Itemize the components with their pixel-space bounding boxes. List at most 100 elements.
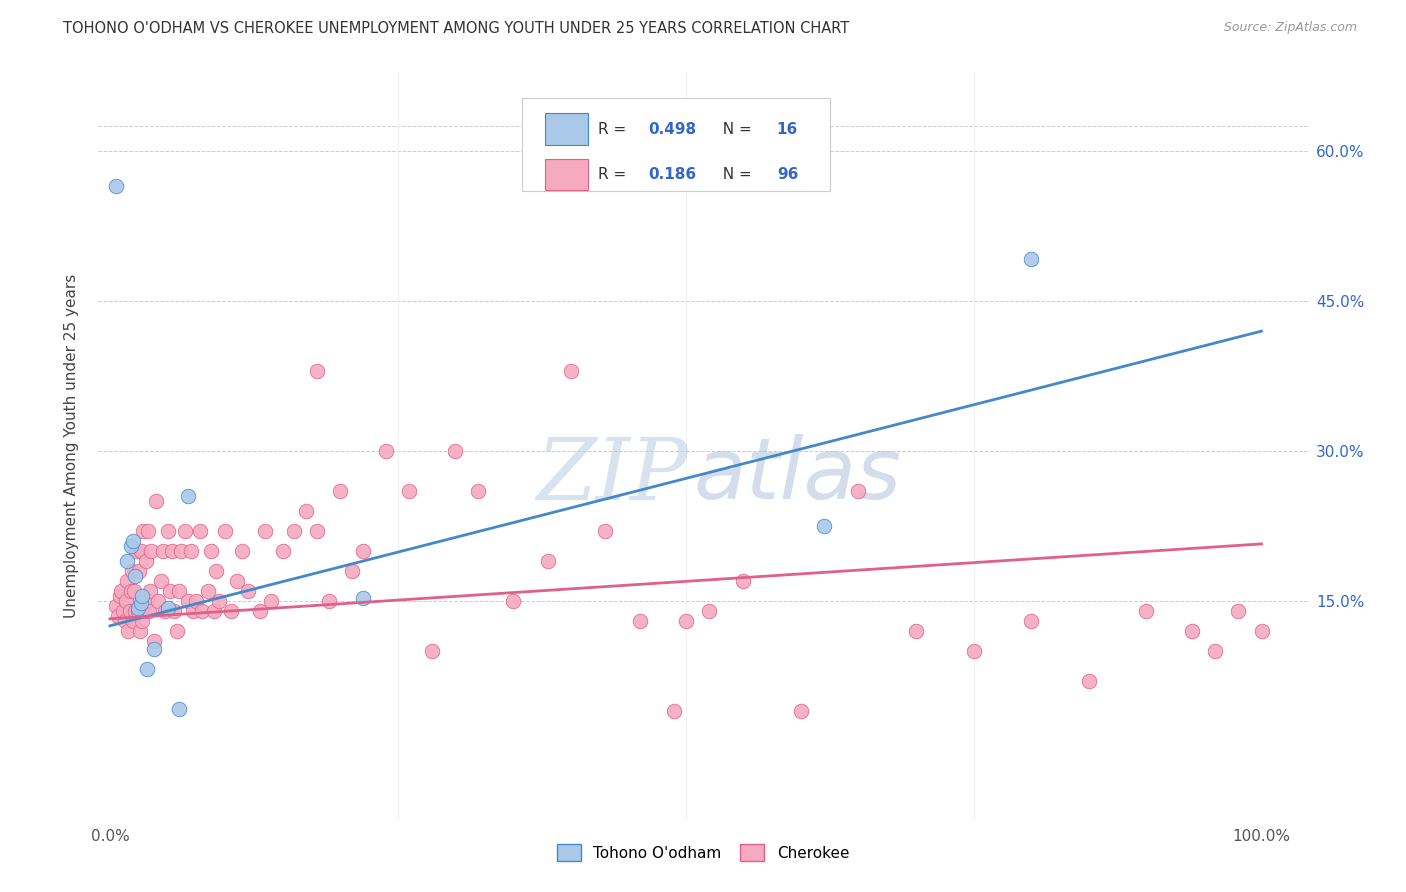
Text: N =: N =	[713, 168, 756, 182]
Text: 16: 16	[776, 121, 799, 136]
Point	[142, 633, 165, 648]
Point	[186, 594, 208, 608]
Point	[167, 702, 190, 716]
FancyBboxPatch shape	[544, 159, 588, 191]
Point	[132, 524, 155, 538]
Point	[115, 574, 138, 588]
Text: R =: R =	[598, 168, 631, 182]
Point	[536, 554, 558, 568]
Point	[138, 604, 160, 618]
Point	[260, 594, 283, 608]
Point	[294, 504, 316, 518]
Point	[120, 583, 142, 598]
Point	[271, 544, 294, 558]
Point	[283, 524, 305, 538]
Point	[145, 494, 167, 508]
Point	[124, 569, 146, 583]
Point	[191, 604, 214, 618]
Point	[340, 564, 363, 578]
Point	[697, 604, 720, 618]
Point	[197, 583, 219, 598]
Text: 96: 96	[776, 168, 799, 182]
Point	[110, 589, 132, 603]
Point	[202, 604, 225, 618]
Text: Source: ZipAtlas.com: Source: ZipAtlas.com	[1223, 21, 1357, 35]
Point	[352, 591, 374, 605]
Point	[733, 574, 755, 588]
Point	[136, 524, 159, 538]
Point	[790, 704, 813, 718]
Point	[131, 614, 153, 628]
Point	[135, 554, 157, 568]
Text: N =: N =	[713, 121, 756, 136]
Point	[122, 533, 145, 548]
Point	[214, 524, 236, 538]
Point	[122, 614, 145, 628]
Point	[131, 589, 153, 603]
Point	[124, 604, 146, 618]
Point	[152, 544, 174, 558]
Point	[129, 544, 152, 558]
Legend: Tohono O'odham, Cherokee: Tohono O'odham, Cherokee	[551, 838, 855, 867]
Point	[149, 574, 172, 588]
Point	[104, 599, 127, 613]
Point	[225, 574, 247, 588]
Text: 0.498: 0.498	[648, 121, 697, 136]
Point	[422, 644, 444, 658]
Point	[121, 564, 143, 578]
Point	[110, 583, 132, 598]
Point	[125, 544, 148, 558]
Point	[180, 544, 202, 558]
Point	[160, 544, 183, 558]
Point	[181, 604, 204, 618]
Point	[962, 644, 984, 658]
Text: TOHONO O'ODHAM VS CHEROKEE UNEMPLOYMENT AMONG YOUTH UNDER 25 YEARS CORRELATION C: TOHONO O'ODHAM VS CHEROKEE UNEMPLOYMENT …	[63, 21, 849, 37]
Point	[444, 444, 467, 458]
Point	[104, 179, 127, 194]
Point	[120, 539, 142, 553]
Point	[156, 524, 179, 538]
Point	[111, 604, 134, 618]
Point	[128, 624, 150, 638]
Point	[318, 594, 340, 608]
Point	[375, 444, 398, 458]
Point	[129, 596, 152, 610]
Text: ZIP: ZIP	[537, 434, 689, 517]
Point	[905, 624, 928, 638]
Point	[114, 614, 136, 628]
Point	[675, 614, 697, 628]
Point	[1181, 624, 1204, 638]
Point	[148, 594, 170, 608]
Point	[139, 583, 162, 598]
Point	[115, 554, 138, 568]
Point	[134, 604, 156, 618]
Y-axis label: Unemployment Among Youth under 25 years: Unemployment Among Youth under 25 years	[65, 274, 79, 618]
Point	[163, 604, 186, 618]
Point	[167, 583, 190, 598]
Point	[177, 489, 200, 503]
Point	[352, 544, 374, 558]
Point	[208, 594, 231, 608]
Point	[231, 544, 253, 558]
Text: atlas: atlas	[693, 434, 901, 517]
Point	[307, 524, 329, 538]
Point	[156, 600, 179, 615]
Point	[1077, 673, 1099, 688]
Point	[307, 364, 329, 378]
Point	[848, 483, 870, 498]
Point	[628, 614, 651, 628]
Point	[177, 594, 200, 608]
Point	[128, 564, 150, 578]
Point	[205, 564, 228, 578]
Point	[141, 544, 163, 558]
Point	[329, 483, 352, 498]
Point	[398, 483, 420, 498]
Point	[159, 583, 181, 598]
Point	[115, 594, 138, 608]
Point	[560, 364, 582, 378]
Point	[200, 544, 222, 558]
Point	[170, 544, 193, 558]
Point	[236, 583, 259, 598]
Point	[173, 524, 195, 538]
Point	[249, 604, 271, 618]
